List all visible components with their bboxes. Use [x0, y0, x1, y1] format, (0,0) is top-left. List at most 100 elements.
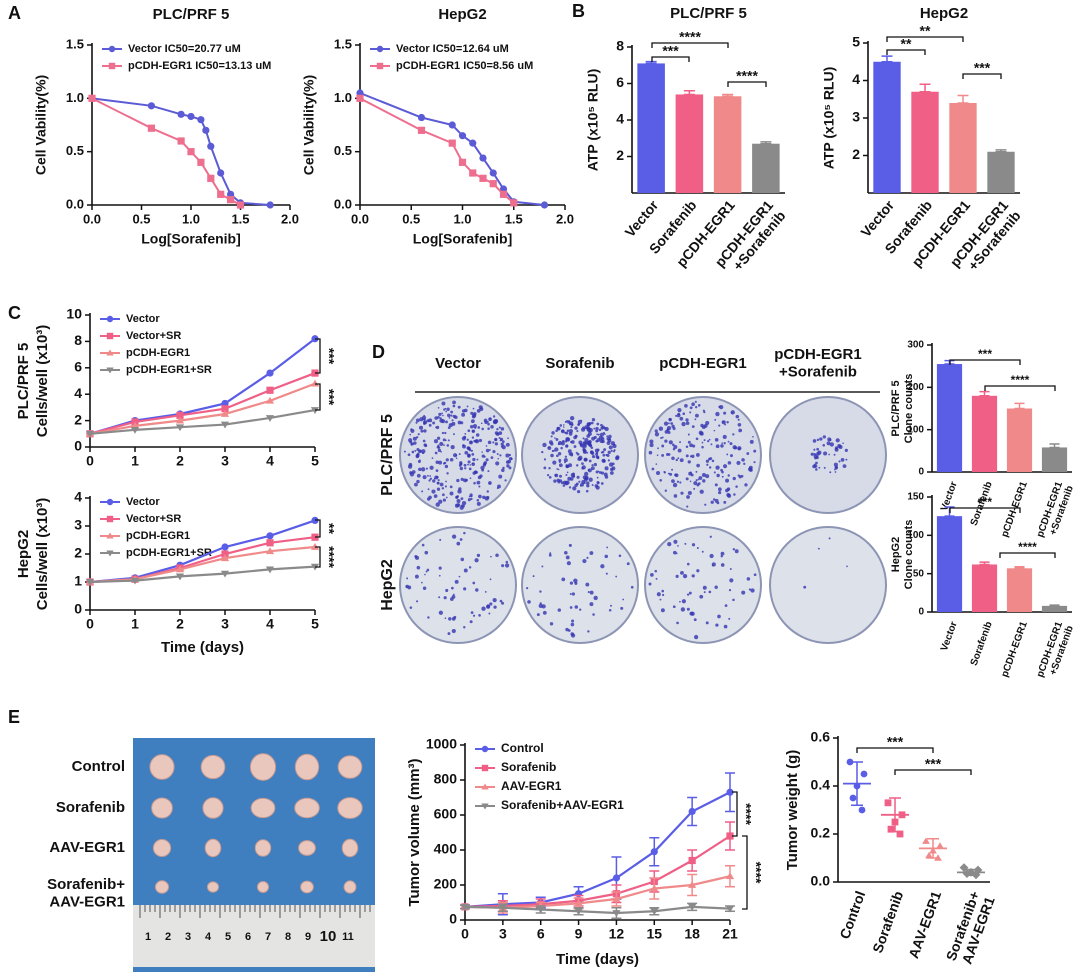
colony-dot	[449, 485, 453, 489]
point	[896, 830, 904, 838]
colony-dot	[709, 553, 714, 559]
colony-dot	[428, 418, 433, 423]
colony-dot	[557, 608, 562, 612]
point	[499, 190, 508, 198]
ruler	[133, 905, 375, 967]
colony-dot	[458, 487, 462, 491]
colony-dot	[441, 487, 445, 490]
point	[187, 112, 195, 121]
colony-dot	[439, 417, 442, 420]
significance-label: **	[920, 23, 931, 39]
colony-dot	[664, 439, 668, 443]
colony-dot	[427, 474, 429, 477]
point	[221, 543, 229, 551]
colony-dot	[815, 461, 818, 465]
tumor	[204, 838, 222, 858]
colony-dot	[458, 575, 461, 578]
colony-dot	[604, 433, 606, 436]
colony-dot	[694, 400, 697, 403]
colony-dot	[595, 429, 599, 433]
colony-dot	[580, 482, 585, 487]
colony-dot	[446, 444, 450, 447]
colony-dot	[469, 449, 472, 452]
colony-dot	[454, 579, 459, 584]
colony-dot	[542, 610, 547, 615]
point	[725, 872, 735, 880]
colony-dot	[565, 444, 569, 447]
colony-dot	[423, 422, 426, 425]
colony-dot	[557, 452, 562, 456]
point	[266, 201, 274, 209]
y-tick-label: 50	[913, 568, 925, 579]
colony-dot	[434, 416, 438, 420]
point	[265, 415, 275, 422]
colony-dot	[698, 476, 703, 480]
colony-dot	[451, 419, 454, 422]
colony-dot	[417, 433, 420, 436]
point	[469, 169, 477, 177]
colony-dot	[655, 470, 661, 476]
colony-dot	[475, 433, 480, 437]
colony-dot	[485, 445, 488, 447]
y-axis-label: Tumor weight (g)	[784, 750, 801, 871]
x-tick-label: 21	[722, 926, 738, 942]
colony-dot	[709, 457, 713, 460]
colony-dot	[720, 563, 725, 567]
colony-dot	[553, 479, 557, 483]
point	[236, 201, 245, 209]
colony-dot	[424, 550, 429, 555]
colony-dot	[416, 565, 421, 570]
point	[221, 550, 229, 558]
colony-dot	[485, 458, 489, 462]
colony-dot	[475, 471, 478, 474]
bar	[1041, 605, 1068, 612]
y-tick-label: 0	[449, 911, 457, 927]
point	[265, 396, 275, 404]
colony-dot	[410, 428, 413, 431]
x-axis-label: Time (days)	[161, 639, 244, 656]
colony-dot	[838, 460, 841, 463]
colony-dot	[467, 460, 471, 464]
point	[612, 874, 621, 882]
colony-dot	[701, 445, 704, 449]
y-tick-label: 1.0	[334, 90, 352, 105]
significance-label: ****	[679, 29, 701, 45]
y-tick-label: 6	[616, 74, 624, 90]
colony-dot	[822, 443, 826, 447]
colony-dot	[738, 447, 741, 451]
colony-dot	[576, 464, 579, 467]
colony-dot	[436, 487, 441, 491]
y-tick-label: 0.5	[334, 143, 352, 158]
x-tick-label: 3	[221, 616, 229, 632]
colony-dot	[737, 418, 740, 421]
colony-dot	[505, 442, 510, 447]
colony-dot	[650, 573, 654, 577]
colony-dot	[492, 419, 498, 425]
colony-dot	[581, 462, 584, 465]
colony-dot	[696, 569, 700, 573]
colony-dot	[570, 426, 573, 429]
colony-dot	[591, 464, 594, 467]
colony-dot	[584, 438, 589, 443]
error-bar	[979, 390, 990, 397]
colony-dot	[746, 452, 750, 455]
colony-dot	[429, 475, 432, 477]
colony-dot	[705, 474, 710, 479]
colony-dot	[574, 605, 579, 609]
colony-dot	[460, 497, 464, 501]
colony-dot	[455, 454, 458, 457]
colony-dot	[691, 454, 695, 458]
colony-dot	[437, 406, 440, 409]
colony-dot	[648, 450, 653, 455]
colony-dot	[469, 440, 473, 444]
ruler-number: 7	[265, 931, 271, 943]
colony-dot	[435, 475, 439, 479]
colony-dot	[813, 448, 816, 451]
colony-dot	[481, 427, 484, 431]
colony-dot	[697, 404, 701, 407]
chart-title: PLC/PRF 5	[153, 6, 230, 23]
colony-dot	[448, 617, 452, 621]
colony-dot	[552, 460, 557, 465]
x-tick-label: 0.0	[83, 211, 101, 226]
colony-dot	[711, 459, 715, 463]
